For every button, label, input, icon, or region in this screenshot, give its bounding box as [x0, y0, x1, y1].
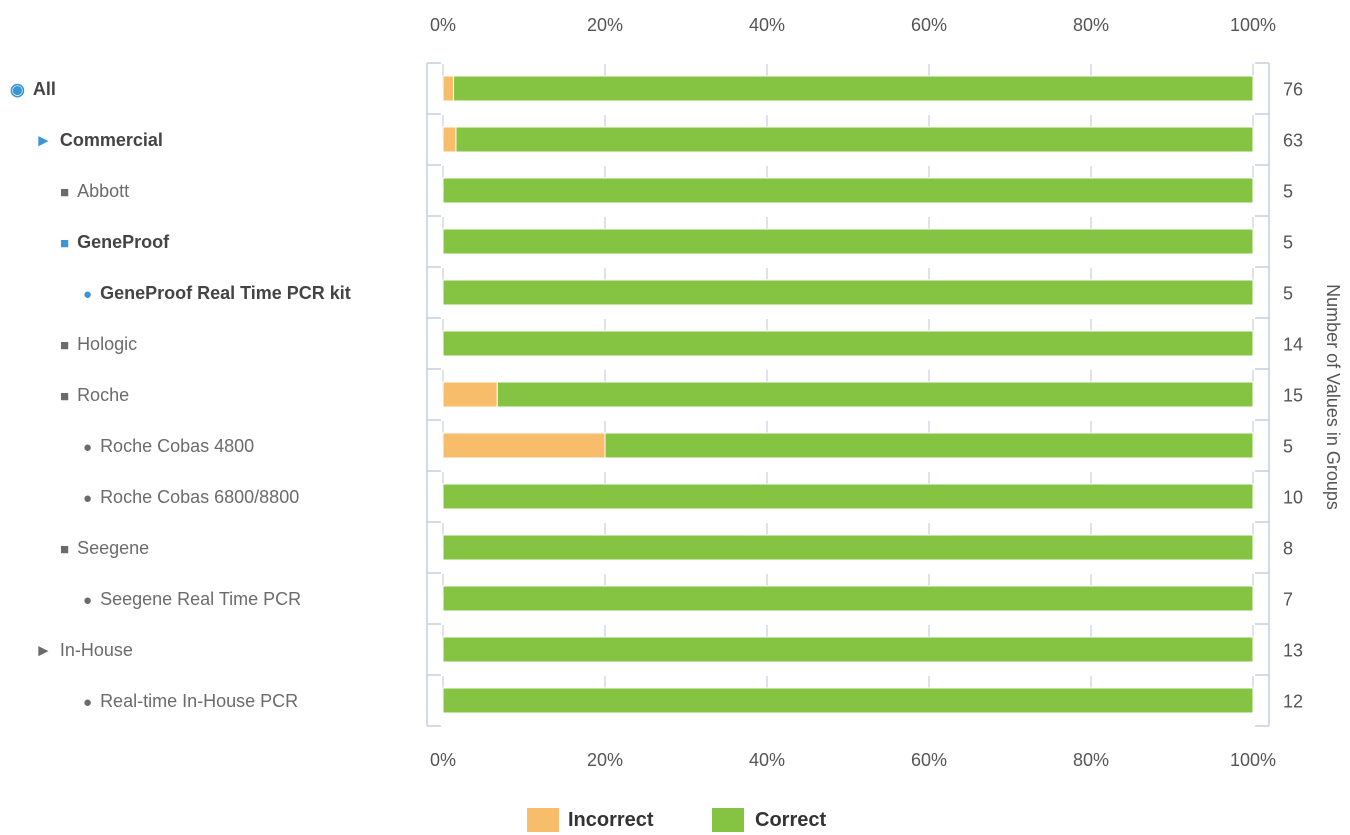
bar-correct [442, 228, 1254, 255]
x-tick-label-top: 20% [587, 15, 623, 35]
dot-bullet-icon: ● [83, 591, 93, 609]
row-label-text: In-House [59, 639, 133, 660]
row-label[interactable]: ■ GeneProof [60, 228, 169, 256]
bar-incorrect [442, 75, 455, 102]
bar-correct [453, 75, 1254, 102]
legend: Incorrect Correct [0, 808, 1350, 835]
x-tick-label-bottom: 60% [911, 750, 947, 770]
bar-correct [442, 330, 1254, 357]
x-tick-label-top: 60% [911, 15, 947, 35]
row-label[interactable]: ● Seegene Real Time PCR [83, 585, 301, 613]
bar-correct [442, 534, 1254, 561]
row-label-text: Roche [77, 384, 130, 405]
x-tick-label-bottom: 80% [1073, 750, 1109, 770]
row-label[interactable]: ■ Roche [60, 381, 129, 409]
row-label-text: Seegene [77, 537, 150, 558]
row-label-text: Roche Cobas 4800 [100, 435, 255, 456]
row-label[interactable]: ● Roche Cobas 6800/8800 [83, 483, 299, 511]
square-bullet-icon: ■ [60, 234, 70, 252]
row-label-text: Hologic [77, 333, 138, 354]
group-count-label: 13 [1283, 641, 1303, 661]
bar-incorrect [442, 381, 498, 408]
row-label-text: Roche Cobas 6800/8800 [100, 486, 300, 507]
group-count-label: 5 [1283, 182, 1293, 202]
dot-bullet-icon: ● [83, 489, 93, 507]
group-count-label: 12 [1283, 692, 1303, 712]
bar-correct [442, 636, 1254, 663]
group-count-label: 5 [1283, 284, 1293, 304]
expand-arrow-icon: ► [35, 640, 52, 660]
x-tick-label-top: 100% [1230, 15, 1276, 35]
bar-correct [604, 432, 1254, 459]
row-label-text: GeneProof Real Time PCR kit [100, 282, 351, 303]
square-bullet-icon: ■ [60, 387, 70, 405]
secondary-axis-title: Number of Values in Groups [1323, 284, 1343, 510]
group-count-label: 8 [1283, 539, 1293, 559]
square-bullet-icon: ■ [60, 540, 70, 558]
bar-incorrect [442, 126, 457, 153]
square-bullet-icon: ■ [60, 336, 70, 354]
row-label[interactable]: ► In-House [35, 636, 133, 664]
group-count-label: 5 [1283, 437, 1293, 457]
dot-bullet-icon: ● [83, 693, 93, 711]
legend-label-correct: Correct [755, 809, 827, 831]
row-label-text: Commercial [59, 129, 163, 150]
square-bullet-icon: ■ [60, 183, 70, 201]
x-tick-label-bottom: 20% [587, 750, 623, 770]
group-count-label: 76 [1283, 80, 1303, 100]
bar-correct [442, 177, 1254, 204]
row-label[interactable]: ◉ All [10, 75, 56, 103]
row-label[interactable]: ● GeneProof Real Time PCR kit [83, 279, 351, 307]
row-label[interactable]: ■ Hologic [60, 330, 137, 358]
radio-marker-icon: ◉ [10, 79, 25, 99]
bar-correct [442, 585, 1254, 612]
group-count-label: 63 [1283, 131, 1303, 151]
group-count-label: 5 [1283, 233, 1293, 253]
x-tick-label-top: 80% [1073, 15, 1109, 35]
row-label[interactable]: ● Roche Cobas 4800 [83, 432, 254, 460]
bar-correct [496, 381, 1254, 408]
x-tick-label-bottom: 40% [749, 750, 785, 770]
x-tick-label-bottom: 0% [430, 750, 456, 770]
group-count-label: 14 [1283, 335, 1303, 355]
row-label[interactable]: ● Real-time In-House PCR [83, 687, 298, 715]
row-label-text: GeneProof [77, 231, 170, 252]
legend-swatch-incorrect [527, 808, 559, 832]
row-label-text: All [32, 78, 56, 99]
row-label[interactable]: ■ Abbott [60, 177, 129, 205]
row-label[interactable]: ► Commercial [35, 126, 163, 154]
row-label-text: Seegene Real Time PCR [100, 588, 302, 609]
bar-correct [442, 279, 1254, 306]
legend-label-incorrect: Incorrect [568, 809, 654, 831]
x-tick-label-top: 0% [430, 15, 456, 35]
group-count-label: 15 [1283, 386, 1303, 406]
x-tick-label-bottom: 100% [1230, 750, 1276, 770]
bar-incorrect [442, 432, 606, 459]
group-count-label: 7 [1283, 590, 1293, 610]
bar-correct [455, 126, 1254, 153]
bar-correct [442, 483, 1254, 510]
bar-correct [442, 687, 1254, 714]
dot-bullet-icon: ● [83, 285, 93, 303]
legend-swatch-correct [712, 808, 744, 832]
dot-bullet-icon: ● [83, 438, 93, 456]
x-tick-label-top: 40% [749, 15, 785, 35]
row-label[interactable]: ■ Seegene [60, 534, 149, 562]
expand-arrow-icon: ► [35, 130, 52, 150]
row-label-text: Real-time In-House PCR [100, 690, 299, 711]
group-count-label: 10 [1283, 488, 1303, 508]
row-label-text: Abbott [77, 180, 130, 201]
